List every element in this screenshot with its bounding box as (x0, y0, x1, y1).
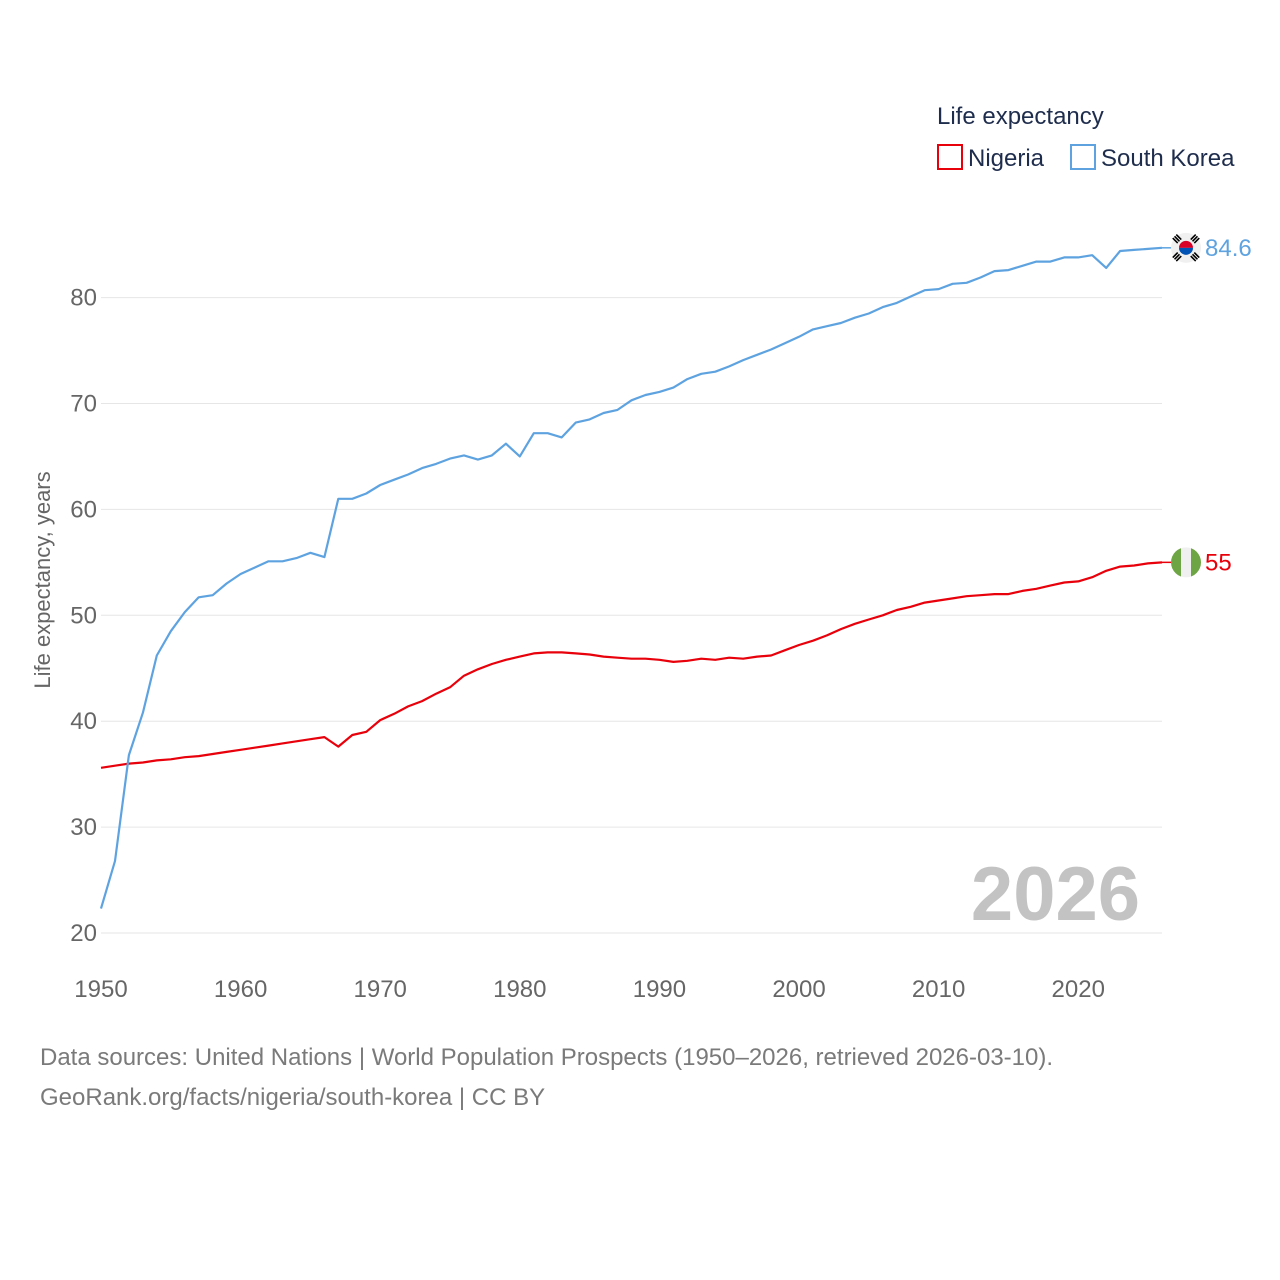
legend-title: Life expectancy (937, 103, 1104, 130)
flag-trigram-bar (1172, 237, 1179, 244)
flag-trigram-bar (1190, 234, 1197, 241)
y-tick-label-40: 40 (70, 708, 97, 735)
flag-trigram-3 (1190, 252, 1200, 262)
flag-taeguk-top (1179, 240, 1193, 248)
flag-trigram-1 (1190, 234, 1200, 244)
flag-trigram-bar (1175, 255, 1182, 262)
end-value-label-nigeria: 55 (1205, 549, 1232, 576)
y-tick-label-70: 70 (70, 391, 97, 418)
legend-swatch-south-korea (1070, 144, 1096, 170)
y-tick-label-20: 20 (70, 920, 97, 947)
x-tick-label-1960: 1960 (214, 976, 267, 1003)
flag-trigram-bar (1172, 252, 1179, 259)
flag-trigram-bar (1191, 253, 1199, 260)
x-tick-label-2010: 2010 (912, 976, 965, 1003)
legend: Life expectancy Nigeria South Korea (937, 103, 1235, 172)
end-value-label-south-korea: 84.6 (1205, 235, 1252, 262)
x-tick-label-1990: 1990 (633, 976, 686, 1003)
nigeria-flag-icon (1171, 547, 1201, 578)
y-axis-title: Life expectancy, years (30, 471, 55, 688)
flag-trigram-bar (1173, 235, 1181, 242)
x-axis-ticks: 1950 1960 1970 1980 1990 2000 2010 2020 (74, 976, 1105, 1003)
y-tick-label-80: 80 (70, 285, 97, 312)
flag-trigram-bar (1175, 234, 1182, 241)
gridlines (101, 297, 1162, 934)
series-line-nigeria (100, 561, 1163, 769)
x-tick-label-1970: 1970 (354, 976, 407, 1003)
series-end-markers: 55 84.6 (1162, 232, 1252, 578)
flag-stripe-right (1191, 547, 1201, 578)
x-tick-label-2020: 2020 (1052, 976, 1105, 1003)
flag-trigram-bar (1190, 255, 1197, 262)
series-line-south-korea (99, 246, 1163, 909)
source-line-1: Data sources: United Nations | World Pop… (40, 1044, 1054, 1071)
flag-trigram-bar (1173, 253, 1181, 260)
x-tick-label-1950: 1950 (74, 976, 127, 1003)
x-tick-label-1980: 1980 (493, 976, 546, 1003)
flag-trigram-2 (1172, 252, 1182, 262)
legend-label-nigeria: Nigeria (968, 145, 1045, 172)
flag-trigram-bar (1193, 252, 1200, 259)
flag-taeguk-bottom (1179, 247, 1193, 255)
legend-item-south-korea[interactable]: South Korea (1070, 144, 1235, 172)
y-tick-label-30: 30 (70, 814, 97, 841)
flag-trigram-0 (1172, 234, 1182, 244)
series-lines (99, 246, 1163, 909)
y-tick-label-60: 60 (70, 496, 97, 523)
y-axis-ticks: 20 30 40 50 60 70 80 (70, 285, 97, 947)
source-link[interactable]: GeoRank.org/facts/nigeria/south-korea | … (40, 1084, 546, 1111)
y-tick-label-50: 50 (70, 602, 97, 629)
legend-item-nigeria[interactable]: Nigeria (937, 144, 1045, 172)
legend-label-south-korea: South Korea (1101, 145, 1235, 172)
x-tick-label-2000: 2000 (772, 976, 825, 1003)
legend-swatch-nigeria (937, 144, 963, 170)
south-korea-flag-icon (1171, 232, 1201, 263)
flag-stripe-middle (1181, 547, 1191, 578)
flag-stripe-left (1171, 547, 1181, 578)
flag-trigram-bar (1193, 237, 1200, 244)
flag-trigram-bar (1191, 235, 1199, 242)
current-year-label: 2026 (971, 852, 1140, 937)
flag-body-nigeria (1171, 547, 1201, 578)
